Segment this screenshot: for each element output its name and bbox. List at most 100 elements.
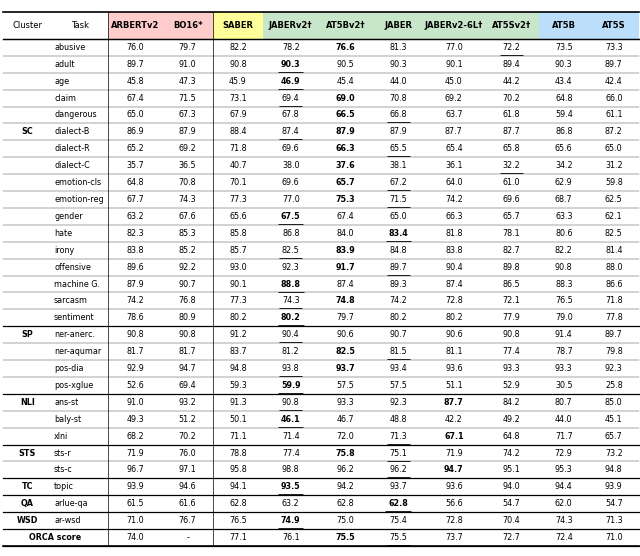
Text: 72.4: 72.4 [555, 533, 573, 542]
Text: sarcasm: sarcasm [54, 296, 88, 305]
Text: Cluster: Cluster [12, 21, 42, 30]
Text: 46.7: 46.7 [337, 415, 355, 424]
Text: 81.2: 81.2 [282, 347, 300, 356]
Text: 84.8: 84.8 [390, 246, 407, 255]
Text: 83.8: 83.8 [445, 246, 463, 255]
Text: 87.7: 87.7 [502, 127, 520, 136]
Text: 82.2: 82.2 [229, 43, 247, 52]
Text: 71.3: 71.3 [390, 431, 407, 440]
Text: 67.4: 67.4 [337, 212, 355, 221]
Text: 90.8: 90.8 [282, 398, 300, 407]
Text: adult: adult [54, 60, 75, 69]
Text: STS: STS [19, 449, 36, 458]
Text: 65.4: 65.4 [445, 145, 463, 153]
Text: 80.7: 80.7 [555, 398, 573, 407]
Text: 73.2: 73.2 [605, 449, 623, 458]
Text: 81.5: 81.5 [390, 347, 407, 356]
Text: 93.9: 93.9 [605, 483, 623, 492]
Text: 76.5: 76.5 [555, 296, 573, 305]
Text: 91.4: 91.4 [555, 330, 573, 339]
Text: 49.2: 49.2 [502, 415, 520, 424]
Text: SC: SC [22, 127, 33, 136]
Text: 76.0: 76.0 [127, 43, 144, 52]
Text: 90.8: 90.8 [127, 330, 144, 339]
Text: 79.8: 79.8 [605, 347, 623, 356]
Text: 75.0: 75.0 [337, 516, 355, 525]
Text: 95.3: 95.3 [555, 465, 573, 474]
Text: 93.3: 93.3 [337, 398, 355, 407]
Text: 32.2: 32.2 [502, 161, 520, 170]
Text: 90.8: 90.8 [555, 262, 573, 271]
Text: 91.3: 91.3 [229, 398, 247, 407]
Text: 96.2: 96.2 [337, 465, 355, 474]
Text: 87.9: 87.9 [179, 127, 196, 136]
Text: 68.7: 68.7 [555, 195, 573, 204]
Text: 88.3: 88.3 [555, 280, 573, 289]
Bar [108, 12, 163, 39]
Text: 93.7: 93.7 [389, 483, 407, 492]
Text: dialect-R: dialect-R [54, 145, 90, 153]
Text: 91.2: 91.2 [229, 330, 247, 339]
Text: pos-dia: pos-dia [54, 364, 84, 373]
Text: 74.3: 74.3 [282, 296, 300, 305]
Text: 68.2: 68.2 [127, 431, 144, 440]
Text: 87.4: 87.4 [282, 127, 300, 136]
Text: 97.1: 97.1 [179, 465, 196, 474]
Text: 93.9: 93.9 [127, 483, 144, 492]
Text: 45.9: 45.9 [229, 77, 247, 86]
Text: 65.7: 65.7 [605, 431, 623, 440]
Text: JABERv2-6L†: JABERv2-6L† [425, 21, 483, 30]
Text: 65.2: 65.2 [127, 145, 144, 153]
Text: 87.4: 87.4 [445, 280, 463, 289]
Text: 67.4: 67.4 [127, 93, 144, 102]
Text: 89.8: 89.8 [502, 262, 520, 271]
Text: ARBERTv2: ARBERTv2 [111, 21, 159, 30]
Text: 69.0: 69.0 [336, 93, 355, 102]
Text: 66.5: 66.5 [336, 111, 355, 120]
Text: 59.3: 59.3 [229, 381, 247, 390]
Text: 46.9: 46.9 [281, 77, 301, 86]
Text: offensive: offensive [54, 262, 91, 271]
Text: 95.1: 95.1 [502, 465, 520, 474]
Text: JABER: JABER [384, 21, 412, 30]
Text: 83.9: 83.9 [335, 246, 355, 255]
Text: 93.6: 93.6 [445, 364, 463, 373]
Text: 86.9: 86.9 [127, 127, 144, 136]
Text: abusive: abusive [54, 43, 85, 52]
Text: 72.8: 72.8 [445, 296, 463, 305]
Text: 83.8: 83.8 [127, 246, 144, 255]
Bar [264, 12, 318, 39]
Text: 62.1: 62.1 [605, 212, 623, 221]
Text: 69.6: 69.6 [502, 195, 520, 204]
Text: 93.7: 93.7 [336, 364, 355, 373]
Text: dialect-B: dialect-B [54, 127, 90, 136]
Text: 74.8: 74.8 [335, 296, 355, 305]
Text: dangerous: dangerous [54, 111, 97, 120]
Text: 74.3: 74.3 [179, 195, 196, 204]
Text: 65.0: 65.0 [127, 111, 144, 120]
Text: 85.8: 85.8 [229, 229, 247, 238]
Text: 25.8: 25.8 [605, 381, 623, 390]
Bar [3, 12, 52, 39]
Text: 77.4: 77.4 [282, 449, 300, 458]
Text: 46.1: 46.1 [281, 415, 301, 424]
Bar [52, 12, 108, 39]
Text: 92.2: 92.2 [179, 262, 196, 271]
Text: 65.0: 65.0 [605, 145, 623, 153]
Text: 59.9: 59.9 [281, 381, 301, 390]
Text: 77.0: 77.0 [282, 195, 300, 204]
Text: irony: irony [54, 246, 74, 255]
Text: 75.8: 75.8 [335, 449, 355, 458]
Text: 63.3: 63.3 [555, 212, 573, 221]
Text: 86.8: 86.8 [555, 127, 573, 136]
Text: 77.3: 77.3 [229, 195, 247, 204]
Text: 31.2: 31.2 [605, 161, 623, 170]
Text: 86.5: 86.5 [502, 280, 520, 289]
Text: 61.5: 61.5 [127, 499, 144, 508]
Text: 62.0: 62.0 [555, 499, 573, 508]
Text: 90.7: 90.7 [389, 330, 407, 339]
Text: 69.6: 69.6 [282, 145, 300, 153]
Text: 35.7: 35.7 [127, 161, 144, 170]
Text: 93.6: 93.6 [445, 483, 463, 492]
Text: 45.1: 45.1 [605, 415, 623, 424]
